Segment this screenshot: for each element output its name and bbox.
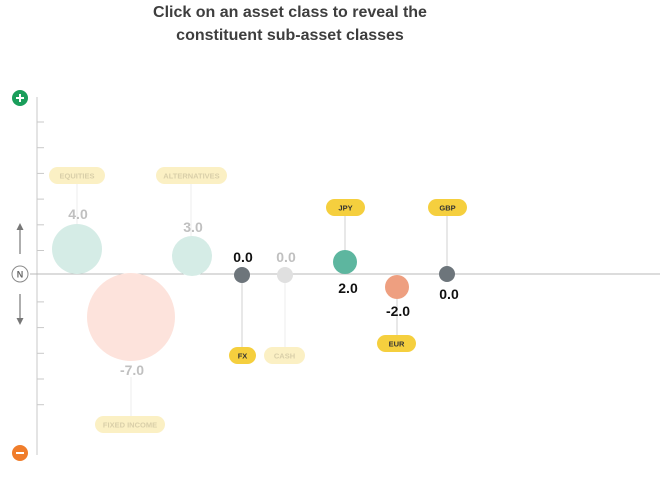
- neutral-marker: N: [11, 265, 29, 283]
- tag-label: JPY: [338, 204, 352, 213]
- tag-label: EQUITIES: [59, 172, 94, 181]
- asset-bubble[interactable]: [385, 275, 409, 299]
- down-arrow-icon: [16, 294, 24, 325]
- minus-icon: [12, 445, 28, 461]
- asset-fixed-income[interactable]: -7.0 FIXED INCOME: [87, 273, 175, 433]
- tag-label: FIXED INCOME: [103, 421, 157, 430]
- title-line-1: Click on an asset class to reveal the: [153, 4, 427, 21]
- tag-label: CASH: [274, 352, 295, 361]
- asset-bubble[interactable]: [234, 267, 250, 283]
- asset-alternatives[interactable]: ALTERNATIVES 3.0: [156, 167, 227, 276]
- tag-label: GBP: [439, 204, 455, 213]
- asset-jpy[interactable]: JPY 2.0: [326, 199, 365, 296]
- asset-gbp[interactable]: GBP 0.0: [428, 199, 467, 302]
- title-line-2: constituent sub-asset classes: [176, 27, 404, 44]
- asset-bubble[interactable]: [52, 224, 102, 274]
- tag-background: [49, 167, 105, 184]
- tag-label: FX: [238, 352, 248, 361]
- value-label: -2.0: [386, 303, 410, 319]
- asset-bubble[interactable]: [333, 250, 357, 274]
- up-arrow-icon: [16, 223, 24, 254]
- tag-background: [229, 347, 256, 364]
- tag-background: [95, 416, 165, 433]
- tag-background: [428, 199, 467, 216]
- value-label: 0.0: [439, 286, 459, 302]
- asset-bubble[interactable]: [172, 236, 212, 276]
- tag-label: ALTERNATIVES: [163, 172, 219, 181]
- tag-label: EUR: [389, 340, 405, 349]
- value-label: 3.0: [183, 219, 203, 235]
- value-label: 2.0: [338, 280, 358, 296]
- asset-eur[interactable]: -2.0 EUR: [377, 275, 416, 352]
- tag-background: [377, 335, 416, 352]
- asset-fx[interactable]: 0.0 FX: [229, 249, 256, 364]
- value-label: -7.0: [120, 362, 144, 378]
- tag-background: [156, 167, 227, 184]
- value-label: 0.0: [233, 249, 253, 265]
- value-label: 0.0: [276, 249, 296, 265]
- scale-ticks: [37, 121, 44, 406]
- tag-background: [264, 347, 305, 364]
- asset-cash[interactable]: 0.0 CASH: [264, 249, 305, 364]
- tag-background: [326, 199, 365, 216]
- plus-icon: [12, 90, 28, 106]
- value-label: 4.0: [68, 206, 88, 222]
- asset-bubble[interactable]: [277, 267, 293, 283]
- neutral-label: N: [17, 270, 24, 280]
- asset-equities[interactable]: EQUITIES 4.0: [49, 167, 105, 274]
- asset-bubble[interactable]: [439, 266, 455, 282]
- asset-bubble[interactable]: [87, 273, 175, 361]
